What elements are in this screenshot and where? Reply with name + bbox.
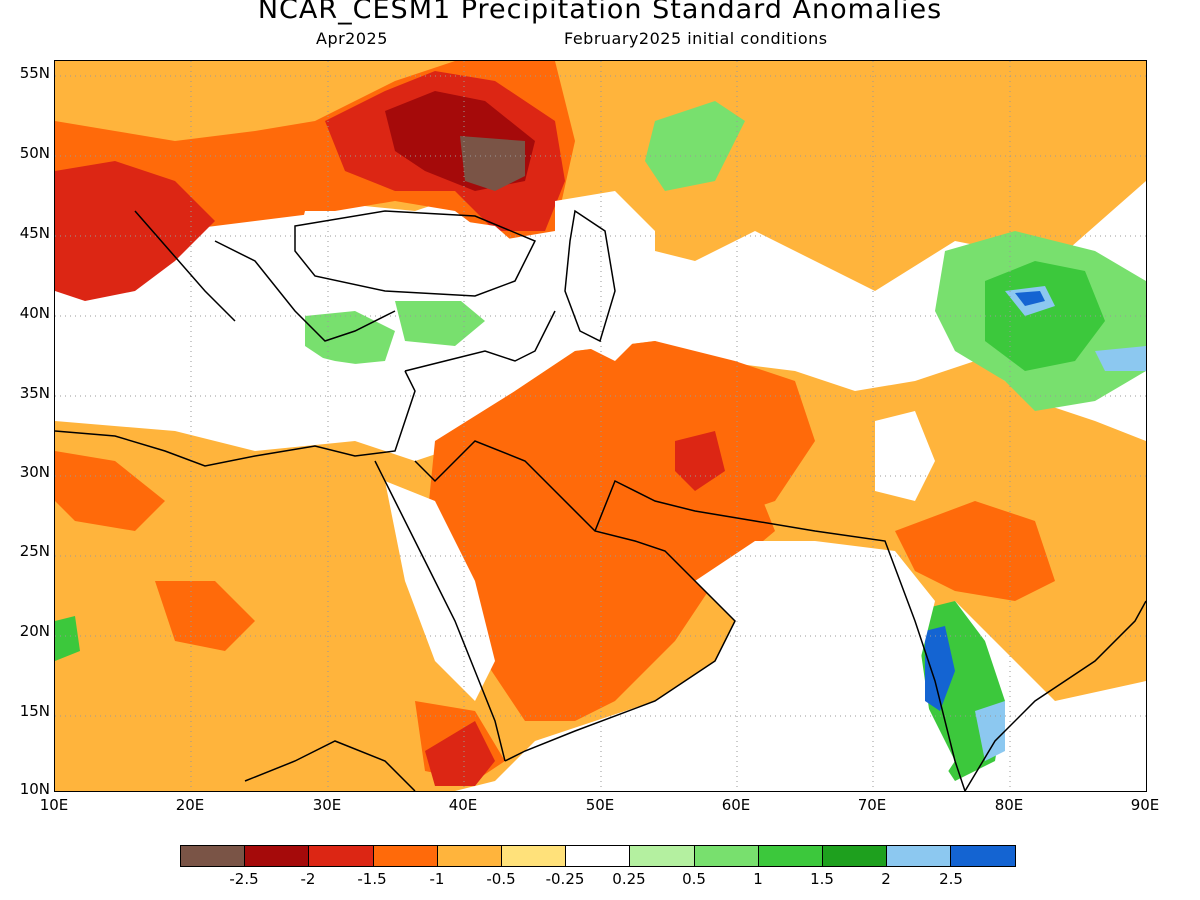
lat-label-45n: 45N <box>19 224 50 242</box>
colorbar-label: -1.5 <box>357 870 387 888</box>
colorbar-label: 0.5 <box>682 870 706 888</box>
lon-label-50e: 50E <box>585 796 615 814</box>
colorbar-label: 1 <box>753 870 763 888</box>
lat-label-40n: 40N <box>19 304 50 322</box>
colorbar-swatch <box>822 846 888 866</box>
graticule <box>55 61 1146 791</box>
lat-label-35n: 35N <box>19 384 50 402</box>
coastlines <box>55 209 1146 791</box>
colorbar-swatch <box>309 846 374 866</box>
colorbar-label: -0.25 <box>545 870 585 888</box>
colorbar-label: -2.5 <box>229 870 259 888</box>
colorbar-swatch <box>437 846 502 866</box>
anomaly-map <box>54 60 1147 792</box>
lon-label-20e: 20E <box>175 796 205 814</box>
lon-label-80e: 80E <box>994 796 1024 814</box>
colorbar-swatch <box>181 846 246 866</box>
colorbar-label: 2 <box>881 870 891 888</box>
lat-label-50n: 50N <box>19 144 50 162</box>
colorbar-label: -1 <box>429 870 445 888</box>
map-title: NCAR_CESM1 Precipitation Standard Anomal… <box>257 0 943 25</box>
lat-label-20n: 20N <box>19 622 50 640</box>
colorbar-swatch <box>501 846 567 866</box>
colorbar-swatch <box>373 846 438 866</box>
colorbar-label: -0.5 <box>486 870 516 888</box>
valid-month: Apr2025 <box>316 29 388 48</box>
lat-label-10n: 10N <box>19 780 50 798</box>
colorbar-label: 0.25 <box>612 870 646 888</box>
anomaly-field-strong-negative <box>55 61 725 786</box>
lon-label-40e: 40E <box>448 796 478 814</box>
lon-label-10e: 10E <box>39 796 69 814</box>
colorbar-label: 2.5 <box>939 870 963 888</box>
colorbar-swatch <box>245 846 310 866</box>
lat-label-30n: 30N <box>19 463 50 481</box>
lat-label-25n: 25N <box>19 542 50 560</box>
colorbar-swatch <box>887 846 952 866</box>
colorbar-swatch <box>758 846 823 866</box>
colorbar <box>180 845 1017 867</box>
lon-label-60e: 60E <box>721 796 751 814</box>
colorbar-swatch <box>630 846 695 866</box>
colorbar-label: -2 <box>300 870 316 888</box>
lon-label-30e: 30E <box>312 796 342 814</box>
lat-label-15n: 15N <box>19 702 50 720</box>
lon-label-70e: 70E <box>857 796 887 814</box>
colorbar-swatch <box>566 846 631 866</box>
map-canvas <box>55 61 1146 791</box>
initial-conditions: February2025 initial conditions <box>564 29 828 48</box>
colorbar-swatch <box>694 846 759 866</box>
colorbar-swatch <box>951 846 1016 866</box>
lat-label-55n: 55N <box>19 64 50 82</box>
colorbar-label: 1.5 <box>810 870 834 888</box>
anomaly-field-positive <box>55 101 1146 781</box>
lon-label-90e: 90E <box>1130 796 1160 814</box>
